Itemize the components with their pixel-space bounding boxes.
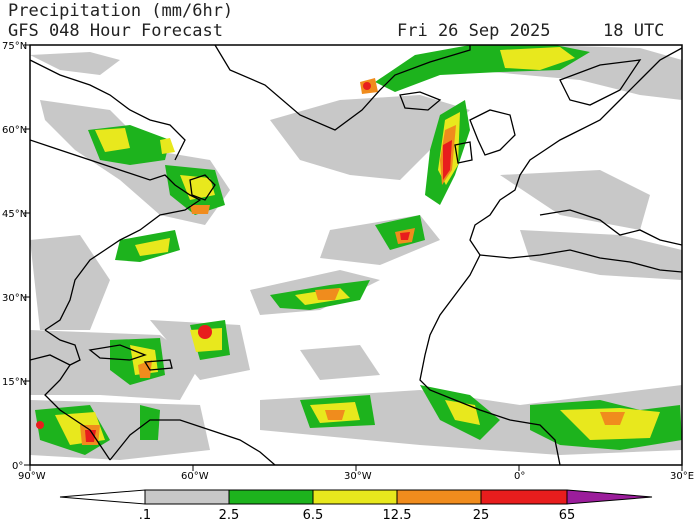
precipitation-colorbar	[59, 489, 653, 505]
lon-label-90w: 90°W	[18, 471, 46, 482]
lat-label-0: 0°	[12, 461, 23, 472]
colorbar-segment-moderate	[228, 489, 314, 505]
lon-label-0: 0°	[514, 471, 525, 482]
longitude-axis: 90°W 60°W 30°W 0° 30°E	[18, 465, 694, 482]
valid-time: 18 UTC	[603, 21, 665, 41]
colorbar-label-5: 65	[558, 508, 576, 523]
colorbar-label-0: .1	[138, 508, 152, 523]
lon-label-30w: 30°W	[344, 471, 372, 482]
valid-date: Fri 26 Sep 2025	[397, 21, 551, 41]
lat-label-60n: 60°N	[2, 125, 27, 136]
intense-precip-areas	[36, 82, 452, 442]
lat-label-75n: 75°N	[2, 41, 27, 52]
lat-label-30n: 30°N	[2, 293, 27, 304]
precip-field	[30, 45, 682, 460]
colorbar-segment-light	[144, 489, 230, 505]
colorbar-label-2: 6.5	[302, 508, 324, 523]
colorbar-label-3: 12.5	[382, 508, 412, 523]
colorbar-segment-intense	[480, 489, 568, 505]
colorbar-label-1: 2.5	[218, 508, 240, 523]
colorbar-label-4: 25	[472, 508, 490, 523]
lat-label-45n: 45°N	[2, 209, 27, 220]
colorbar-segment-very-heavy	[396, 489, 482, 505]
map-title: Precipitation (mm/6hr)	[8, 1, 234, 21]
latitude-axis: 75°N 60°N 45°N 30°N 15°N 0°	[2, 41, 30, 472]
colorbar-segment-extreme	[566, 489, 653, 505]
lon-label-30e: 30°E	[670, 471, 694, 482]
colorbar-segment-heavy	[312, 489, 398, 505]
forecast-subtitle: GFS 048 Hour Forecast	[8, 21, 223, 41]
coastlines	[30, 45, 682, 465]
lon-label-60w: 60°W	[181, 471, 209, 482]
lat-label-15n: 15°N	[2, 377, 27, 388]
colorbar-segment-trace	[59, 489, 146, 505]
